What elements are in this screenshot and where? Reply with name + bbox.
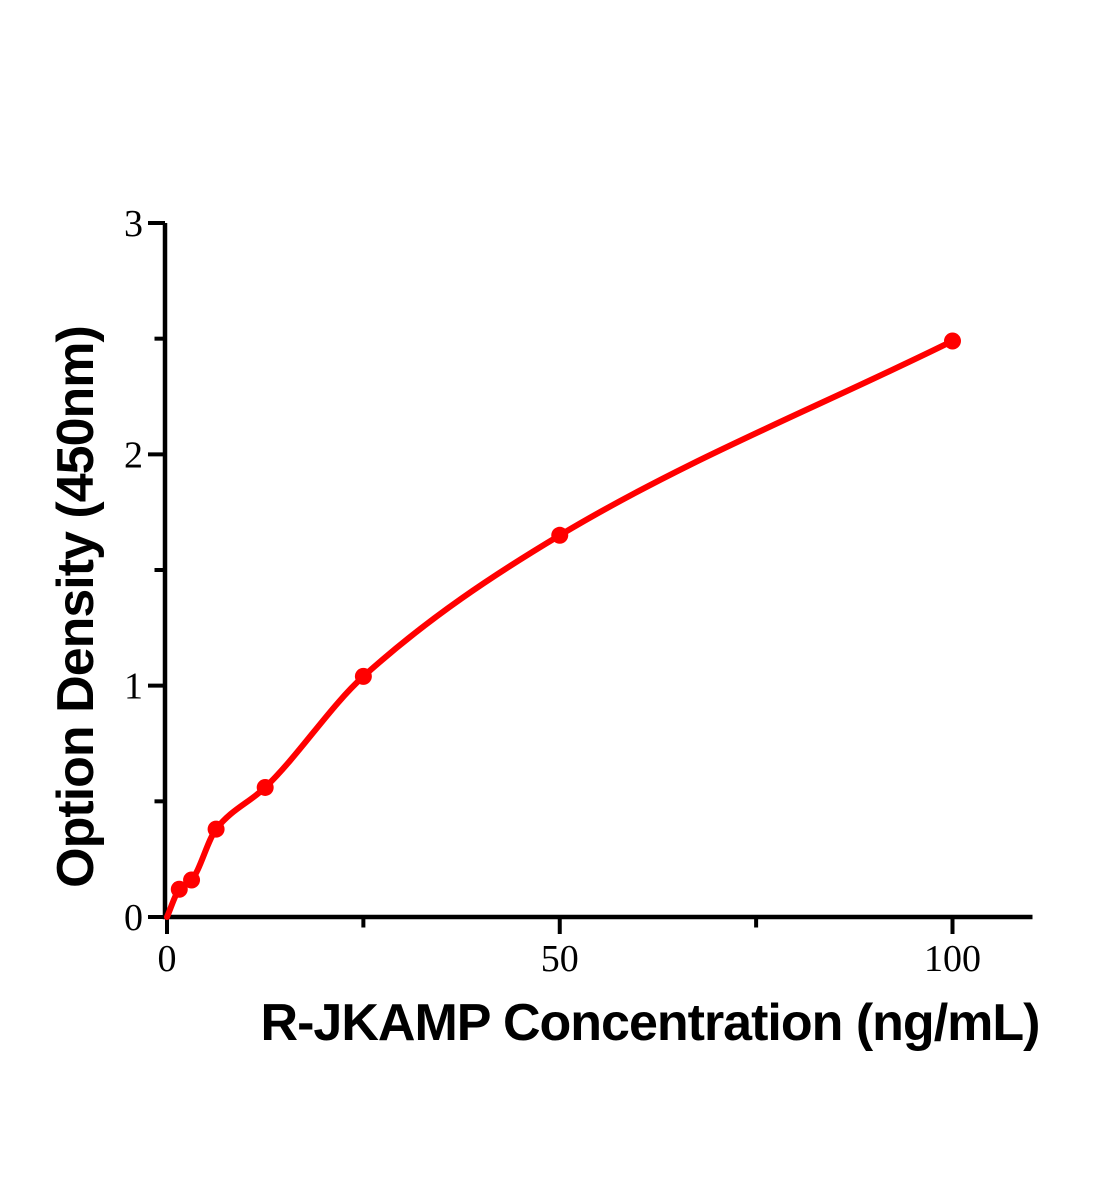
x-tick-label-0: 0	[158, 938, 177, 980]
axis-spines	[162, 223, 1033, 920]
data-points	[170, 332, 961, 898]
y-tick-label-3: 3	[124, 203, 143, 245]
y-tick-label-2: 2	[124, 434, 143, 476]
data-point	[551, 526, 569, 544]
fit-curve-line	[164, 337, 956, 920]
data-point	[944, 332, 961, 350]
tick-labels: 0 1 2 3 0 50 100	[124, 203, 981, 980]
data-point	[183, 871, 201, 889]
y-axis-label: Option Density (450nm)	[47, 326, 105, 888]
x-tick-label-100: 100	[924, 938, 981, 980]
data-point	[207, 820, 225, 838]
data-point	[354, 667, 372, 685]
x-axis-label: R-JKAMP Concentration (ng/mL)	[261, 994, 1040, 1052]
data-point	[170, 880, 188, 898]
data-point	[256, 778, 274, 796]
x-tick-label-50: 50	[541, 938, 579, 980]
y-tick-label-1: 1	[124, 666, 143, 708]
axes	[148, 221, 1033, 934]
y-tick-label-0: 0	[124, 897, 143, 939]
